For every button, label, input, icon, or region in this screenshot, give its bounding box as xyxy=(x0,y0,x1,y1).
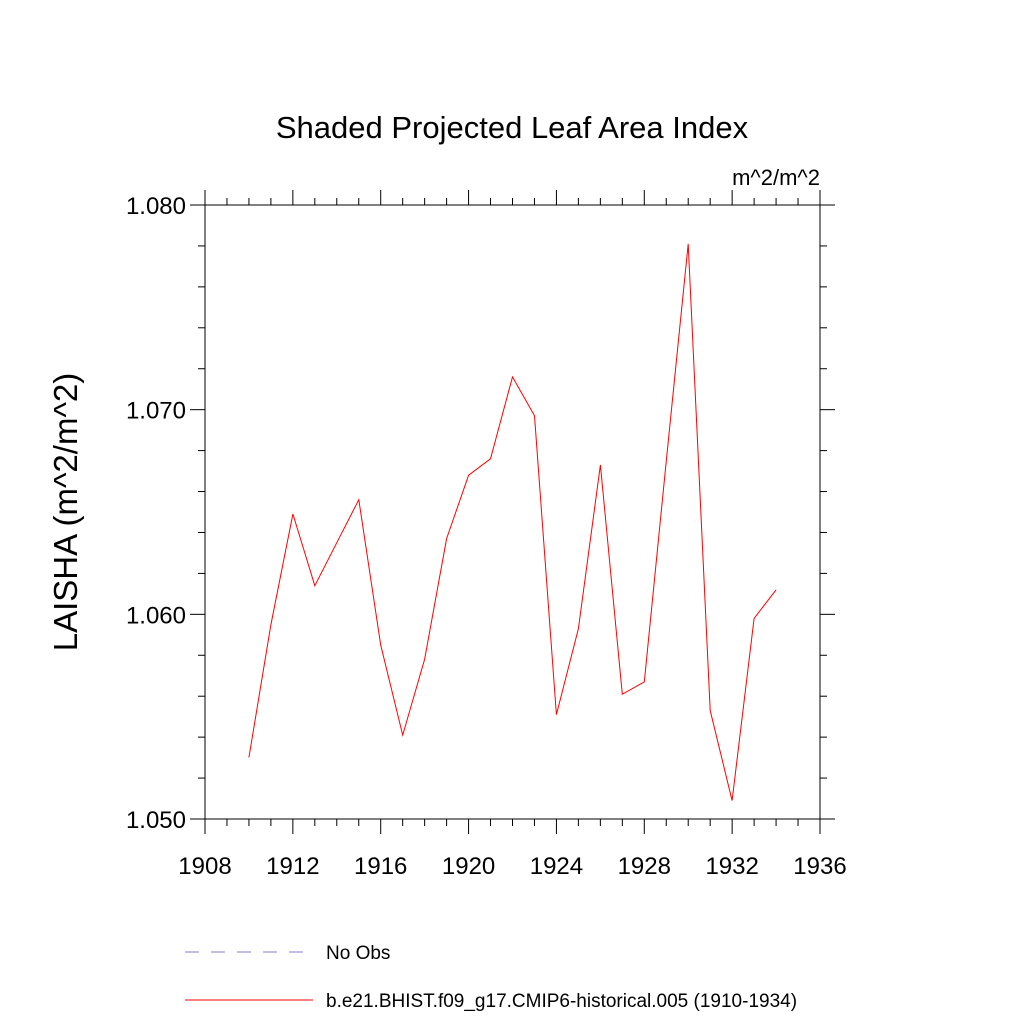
x-tick-label: 1924 xyxy=(530,853,583,880)
legend-label: No Obs xyxy=(326,943,390,964)
y-axis-label: LAISHA (m^2/m^2) xyxy=(47,373,84,652)
plot-frame xyxy=(204,204,821,820)
y-tick-label: 1.070 xyxy=(126,398,186,425)
x-tick-label: 1920 xyxy=(442,853,495,880)
y-tick-label: 1.050 xyxy=(126,807,186,834)
series-layer xyxy=(248,243,777,801)
y-tick-label: 1.060 xyxy=(126,602,186,629)
chart-title: Shaded Projected Leaf Area Index xyxy=(276,110,749,145)
x-tick-label: 1912 xyxy=(266,853,319,880)
x-tick-labels: 1908 1912 1916 1920 1924 1928 1932 1936 xyxy=(178,853,846,880)
axis-ticks xyxy=(190,190,835,834)
x-tick-label: 1932 xyxy=(705,853,758,880)
x-tick-label: 1908 xyxy=(178,853,231,880)
units-label: m^2/m^2 xyxy=(732,165,820,190)
legend: No Obs b.e21.BHIST.f09_g17.CMIP6-historic… xyxy=(185,943,797,1012)
x-tick-label: 1928 xyxy=(618,853,671,880)
x-tick-label: 1936 xyxy=(793,853,846,880)
x-tick-label: 1916 xyxy=(354,853,407,880)
legend-label: b.e21.BHIST.f09_g17.CMIP6-historical.005… xyxy=(326,991,797,1012)
series-line xyxy=(248,243,777,801)
y-tick-labels: 1.050 1.060 1.070 1.080 xyxy=(126,193,186,834)
y-tick-label: 1.080 xyxy=(126,193,186,220)
